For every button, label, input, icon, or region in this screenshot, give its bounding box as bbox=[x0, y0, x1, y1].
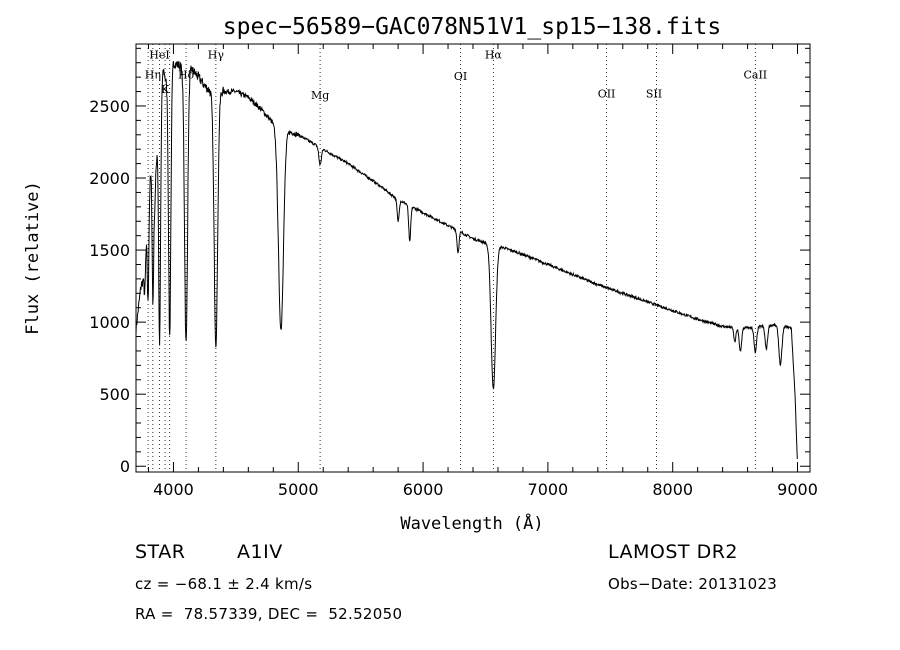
x-axis: 4000 5000 6000 7000 8000 9000 bbox=[147, 44, 818, 499]
observation-date: Obs−Date: 20131023 bbox=[608, 575, 778, 593]
x-axis-label: Wavelength (Å) bbox=[400, 512, 543, 534]
x-tick-label: 8000 bbox=[652, 480, 693, 499]
y-axis: 0 500 1000 1500 2000 2500 bbox=[89, 47, 810, 476]
survey-name: LAMOST DR2 bbox=[608, 541, 738, 563]
plot-frame bbox=[135, 43, 811, 473]
line-label: OII bbox=[598, 87, 616, 100]
line-markers bbox=[147, 44, 756, 472]
line-label: OI bbox=[454, 70, 467, 83]
line-label: Mg bbox=[311, 89, 329, 102]
chart-title: spec−56589−GAC078N51V1_sp15−138.fits bbox=[223, 14, 722, 40]
spectrum-line bbox=[135, 60, 798, 460]
x-tick-label: 5000 bbox=[278, 480, 319, 499]
y-tick-label: 0 bbox=[120, 457, 130, 476]
x-tick-label: 6000 bbox=[403, 480, 444, 499]
object-subclass: A1IV bbox=[237, 541, 283, 563]
coordinates: RA = 78.57339, DEC = 52.52050 bbox=[135, 605, 403, 623]
object-class: STAR bbox=[135, 541, 186, 563]
x-tick-label: 9000 bbox=[777, 480, 818, 499]
line-label: SII bbox=[646, 87, 662, 100]
line-label: K bbox=[161, 83, 170, 96]
line-label: Hα bbox=[485, 48, 503, 61]
line-label: Hγ bbox=[208, 48, 225, 61]
y-tick-label: 1500 bbox=[89, 241, 130, 260]
y-tick-label: 2000 bbox=[89, 169, 130, 188]
line-label: CaII bbox=[743, 69, 767, 82]
y-tick-label: 1000 bbox=[89, 313, 130, 332]
x-tick-label: 7000 bbox=[528, 480, 569, 499]
line-label: Hη bbox=[145, 69, 161, 82]
y-tick-label: 500 bbox=[99, 385, 130, 404]
y-axis-label: Flux (relative) bbox=[23, 181, 43, 335]
x-tick-label: 4000 bbox=[153, 480, 194, 499]
y-tick-label: 2500 bbox=[89, 97, 130, 116]
redshift-cz: cz = −68.1 ± 2.4 km/s bbox=[135, 575, 313, 593]
line-label: HeI bbox=[149, 48, 169, 61]
